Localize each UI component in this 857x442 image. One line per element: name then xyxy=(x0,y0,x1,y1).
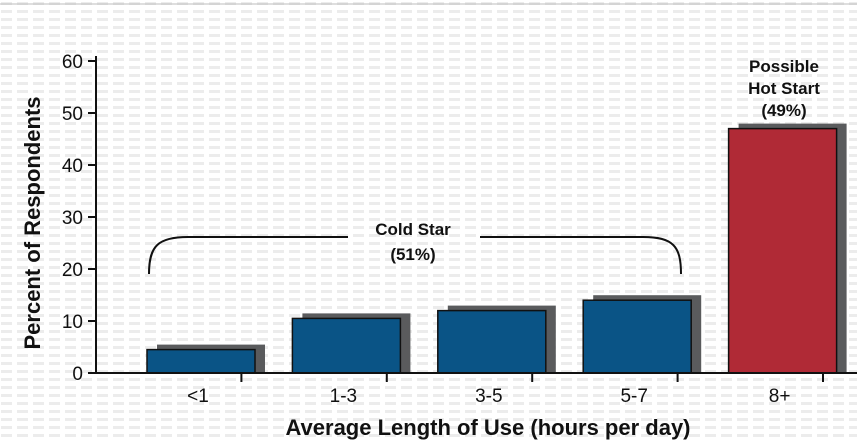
cold-start-label-line2: (51%) xyxy=(390,245,435,264)
x-axis: <1 1-3 3-5 5-7 8+ xyxy=(96,372,857,407)
hot-start-label-line1: Possible xyxy=(749,57,819,76)
y-tick-label: 20 xyxy=(62,260,83,281)
x-tick-label: 1-3 xyxy=(330,386,357,407)
y-tick-label: 30 xyxy=(62,208,83,229)
bar xyxy=(291,317,402,374)
cold-start-bracket xyxy=(148,236,682,275)
bar xyxy=(582,299,692,374)
hot-start-label-line3: (49%) xyxy=(761,101,806,120)
bar xyxy=(146,348,256,374)
x-tick-label: <1 xyxy=(187,386,209,407)
y-axis: 0 10 20 30 40 50 60 xyxy=(62,52,97,385)
hot-start-label-line2: Hot Start xyxy=(748,79,820,98)
x-axis-title: Average Length of Use (hours per day) xyxy=(285,415,690,440)
y-tick-label: 40 xyxy=(62,156,83,177)
y-axis-title: Percent of Respondents xyxy=(20,96,45,349)
y-tick-label: 0 xyxy=(72,364,83,385)
y-tick-label: 50 xyxy=(62,104,83,125)
x-tick-label: 8+ xyxy=(769,386,791,407)
bar xyxy=(727,127,838,374)
y-tick-label: 60 xyxy=(62,52,83,73)
x-tick-label: 5-7 xyxy=(620,386,647,407)
bars xyxy=(146,123,847,374)
y-tick-label: 10 xyxy=(62,312,83,333)
bar xyxy=(437,309,547,374)
x-tick-label: 3-5 xyxy=(475,386,502,407)
cold-start-label-line1: Cold Star xyxy=(375,220,451,239)
